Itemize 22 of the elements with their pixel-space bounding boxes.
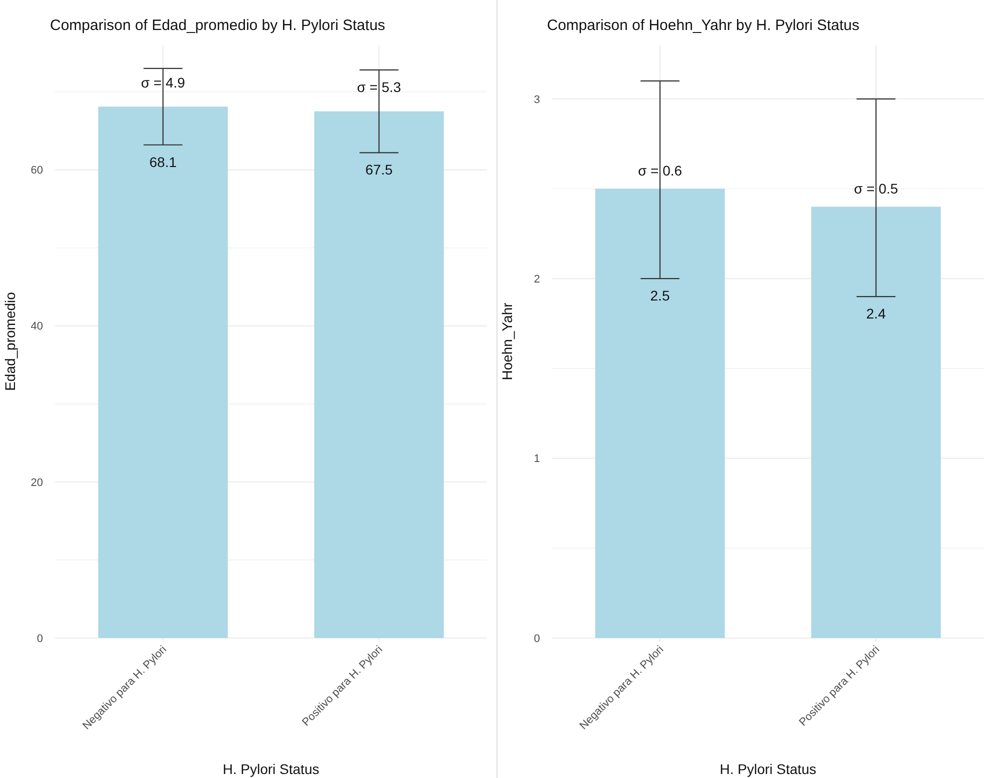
y-tick-label: 3 [534, 94, 540, 106]
annotation: σ = 5.3 [356, 79, 402, 96]
data-label: 2.4 [866, 306, 886, 322]
y-tick-label: 1 [534, 453, 540, 466]
y-tick-label: 60 [30, 164, 43, 177]
y-axis-title: Hoehn_Yahr [499, 302, 515, 380]
data-label: 2.5 [650, 288, 670, 304]
chart-title: Comparison of Edad_promedio by H. Pylori Status [50, 17, 386, 34]
data-label: 67.5 [365, 162, 393, 178]
chart-title: Comparison of Hoehn_Yahr by H. Pylori Status [547, 17, 860, 34]
annotation: σ = 0.6 [638, 162, 682, 179]
x-axis-title: H. Pylori Status [720, 761, 816, 777]
annotation: σ = 4.9 [140, 74, 186, 90]
y-tick-label: 0 [36, 632, 43, 645]
data-label: 68.1 [149, 154, 177, 170]
y-tick-label: 20 [30, 476, 43, 489]
y-tick-label: 40 [30, 320, 43, 333]
annotation: σ = 0.5 [854, 180, 898, 197]
x-axis-title: H. Pylori Status [222, 761, 320, 777]
y-tick-label: 2 [534, 273, 540, 286]
y-axis-title: Edad_promedio [2, 292, 18, 391]
y-tick-label: 0 [534, 632, 540, 645]
